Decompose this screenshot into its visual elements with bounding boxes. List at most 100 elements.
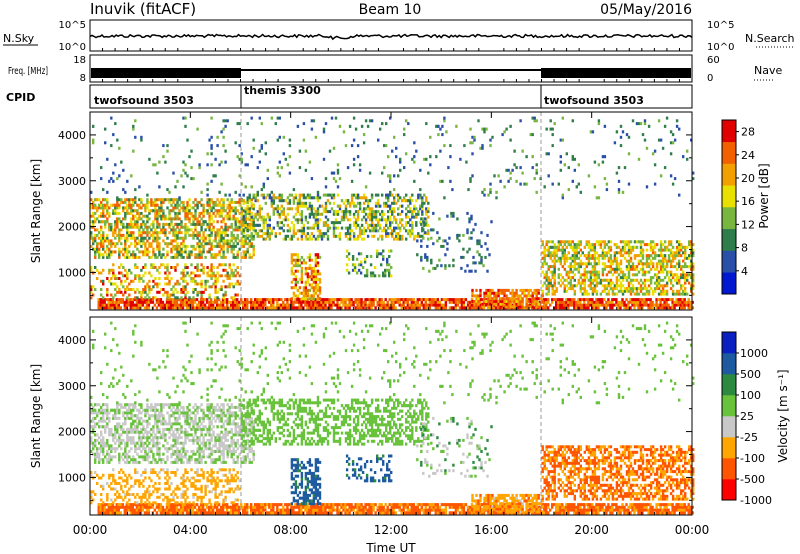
power-cell	[270, 229, 273, 233]
power-cell	[168, 198, 171, 202]
power-cell	[268, 193, 271, 197]
power-cell	[370, 196, 374, 200]
power-cell	[200, 203, 203, 207]
power-cell	[615, 130, 619, 134]
power-cell	[130, 236, 133, 240]
power-cell	[198, 274, 201, 278]
power-cell	[391, 201, 394, 205]
power-cell	[463, 144, 466, 148]
power-cell	[266, 212, 269, 216]
power-cell	[617, 289, 621, 293]
power-cell	[399, 218, 402, 222]
power-cell	[134, 255, 137, 259]
power-cell	[351, 263, 355, 267]
power-cell	[96, 247, 99, 251]
power-cell	[661, 265, 665, 269]
power-cell	[407, 215, 410, 219]
power-cell	[156, 222, 159, 226]
power-cell	[238, 303, 241, 307]
power-cell	[242, 255, 245, 259]
power-cell	[336, 234, 340, 238]
power-cell	[483, 188, 486, 192]
power-cell	[480, 298, 484, 302]
power-cell	[196, 244, 199, 248]
power-cell	[417, 193, 420, 197]
power-cell	[224, 222, 227, 226]
power-cell	[565, 245, 568, 249]
power-cell	[458, 233, 461, 237]
power-cell	[561, 251, 564, 255]
power-cell	[196, 282, 199, 286]
power-cell	[424, 253, 427, 257]
power-cell	[439, 149, 442, 153]
power-cell	[118, 247, 121, 251]
power-cell	[316, 193, 320, 197]
power-cell	[683, 306, 686, 310]
power-cell	[593, 284, 597, 288]
power-cell	[426, 255, 429, 259]
power-cell	[115, 300, 118, 304]
power-cell	[94, 255, 97, 259]
power-cell	[138, 214, 141, 218]
power-cell	[300, 303, 303, 307]
power-cell	[482, 303, 486, 307]
power-cell	[405, 237, 408, 241]
power-cell	[96, 244, 99, 248]
power-cell	[316, 234, 320, 238]
power-cell	[216, 209, 219, 213]
power-cell	[657, 278, 661, 282]
power-cell	[304, 283, 308, 287]
power-cell	[262, 232, 265, 236]
power-cell	[348, 223, 352, 227]
power-cell	[575, 185, 578, 189]
power-cell	[92, 293, 95, 297]
power-cell	[131, 306, 134, 310]
power-cell	[595, 256, 599, 260]
power-cell	[395, 146, 398, 150]
power-cell	[198, 247, 201, 251]
power-cell	[238, 274, 241, 278]
power-cell	[350, 179, 354, 183]
power-cell	[418, 303, 421, 307]
power-cell	[246, 300, 249, 304]
power-cell	[539, 297, 542, 301]
power-cell	[192, 233, 195, 237]
power-cell	[218, 253, 221, 257]
power-cell	[262, 182, 265, 186]
power-cell	[645, 303, 648, 307]
frequency-left-tick-bottom: 8	[80, 73, 86, 84]
power-cell	[452, 298, 456, 302]
power-cell	[332, 146, 336, 150]
power-cell	[118, 231, 121, 235]
power-cell	[226, 303, 229, 307]
power-cell	[134, 242, 137, 246]
power-cell	[387, 226, 390, 230]
power-cell	[471, 135, 474, 139]
power-cell	[417, 196, 420, 200]
power-cell	[567, 265, 570, 269]
power-cell	[206, 203, 209, 207]
power-cell	[545, 292, 548, 296]
power-cell	[549, 251, 552, 255]
power-cell	[104, 206, 107, 210]
power-cell	[522, 306, 526, 310]
power-cell	[110, 282, 113, 286]
power-cell	[655, 281, 659, 285]
power-cell	[579, 240, 582, 244]
power-cell	[116, 222, 119, 226]
power-cell	[286, 300, 289, 304]
power-cell	[470, 217, 473, 221]
power-cell	[222, 217, 225, 221]
power-cell	[320, 212, 324, 216]
power-cell	[631, 265, 635, 269]
power-cell	[160, 217, 163, 221]
power-cell	[615, 262, 619, 266]
power-cell	[288, 199, 292, 203]
power-cell	[102, 268, 105, 272]
power-cell	[228, 306, 231, 310]
power-cell	[172, 247, 175, 251]
power-cell	[579, 306, 582, 310]
power-cell	[278, 232, 281, 236]
power-cell	[242, 244, 245, 248]
power-cell	[322, 157, 326, 161]
